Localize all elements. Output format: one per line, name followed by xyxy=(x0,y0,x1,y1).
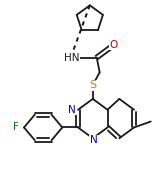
Text: N: N xyxy=(68,105,76,115)
Text: S: S xyxy=(89,80,96,90)
Text: N: N xyxy=(90,135,98,145)
Text: F: F xyxy=(13,123,19,132)
Text: HN: HN xyxy=(64,52,80,63)
Text: O: O xyxy=(109,40,118,50)
